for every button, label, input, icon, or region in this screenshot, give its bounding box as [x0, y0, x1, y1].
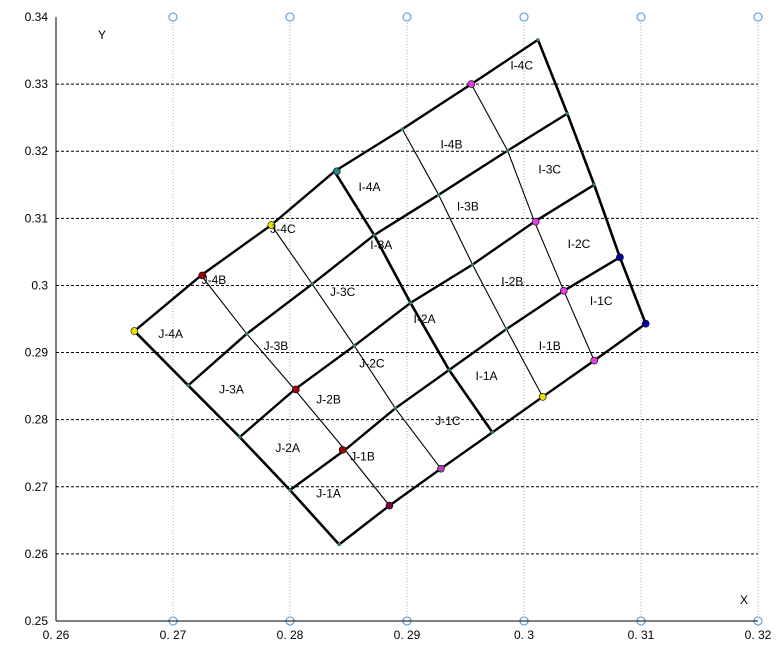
mesh-node: [393, 406, 397, 410]
mesh-column-line: [270, 224, 442, 470]
cell-label: I-4B: [440, 138, 462, 152]
cell-label: I-1A: [476, 369, 498, 383]
cell-label: J-2A: [275, 441, 300, 455]
data-marker: [267, 221, 276, 229]
x-tick-label: 0. 29: [394, 628, 421, 642]
mesh-node: [186, 383, 190, 387]
cell-label: I-2A: [414, 312, 436, 326]
mesh-node: [288, 488, 292, 492]
cell-label: J-4B: [202, 273, 227, 287]
cell-labels: I-4C I-4B I-3C I-4A I-3B J-4C I-3A I-2C J-4B J-3C…: [158, 58, 613, 500]
cell-label: J-4A: [158, 327, 183, 341]
cell-label: J-3C: [330, 285, 356, 299]
mesh-node: [565, 112, 569, 116]
mesh-node: [592, 183, 596, 187]
y-tick-label: 0.32: [25, 144, 49, 158]
plot-area-frame: [55, 17, 758, 622]
grid-top-marker: [168, 12, 178, 22]
mesh-node: [310, 282, 314, 286]
cell-label: I-2B: [501, 274, 523, 288]
cell-label: I-4C: [510, 58, 533, 72]
y-tick-label: 0.29: [25, 346, 49, 360]
data-marker: [338, 446, 347, 454]
mesh-node: [352, 344, 356, 348]
data-marker: [437, 464, 445, 473]
cell-label: J-3B: [264, 339, 289, 353]
mesh-major-column-line: [133, 330, 341, 546]
mesh-node: [471, 263, 475, 267]
cell-label: J-2C: [359, 356, 385, 370]
grid-top-marker: [753, 12, 763, 22]
x-tick-label: 0. 31: [628, 628, 655, 642]
data-marker: [590, 356, 599, 365]
data-marker: [467, 80, 476, 88]
y-tick-label: 0.3: [31, 278, 48, 292]
x-tick-label: 0. 26: [43, 628, 70, 642]
cell-label: J-3A: [219, 382, 244, 396]
mesh-node: [409, 301, 413, 305]
cell-label: J-2B: [316, 393, 341, 407]
cell-label: I-1C: [590, 294, 613, 308]
data-marker: [641, 319, 650, 328]
x-tick-label: 0. 27: [160, 628, 187, 642]
cell-label: J-1B: [350, 450, 375, 464]
cell-label: I-3C: [538, 162, 561, 176]
y-tick-label: 0.31: [25, 211, 49, 225]
mesh-node: [372, 233, 376, 237]
y-axis-label: Y: [98, 28, 106, 42]
cell-label: J-4C: [270, 222, 296, 236]
grid-top-marker: [636, 12, 646, 22]
data-marker: [198, 271, 207, 280]
grid-lines: [56, 12, 763, 626]
mesh-node: [437, 193, 441, 197]
mesh-node: [506, 149, 510, 153]
data-marker: [130, 327, 139, 335]
mesh-row-line: [338, 322, 647, 546]
mesh-node: [238, 435, 242, 439]
y-tick-label: 0.26: [25, 547, 49, 561]
data-marker: [616, 253, 624, 262]
mesh-node: [447, 368, 451, 372]
y-tick-label: 0.28: [25, 413, 49, 427]
mesh-node: [504, 327, 508, 331]
y-tick-label: 0.25: [25, 614, 49, 628]
x-tick-label: 0. 28: [277, 628, 304, 642]
mesh-node: [400, 127, 404, 131]
mesh-node: [490, 430, 494, 434]
cell-label: I-3A: [370, 238, 392, 252]
mesh-column-line: [401, 128, 544, 398]
cell-label: I-4A: [359, 180, 381, 194]
x-tick-label: 0. 32: [745, 628, 772, 642]
mesh-node: [536, 38, 540, 42]
mesh-node: [245, 332, 249, 336]
grid-top-marker: [519, 12, 529, 22]
y-tick-label: 0.27: [25, 480, 49, 494]
cell-label: I-1B: [539, 339, 561, 353]
data-marker: [559, 287, 568, 295]
tick-labels: 0.25 0.26 0.27 0.28 0.29 0.3 0.31 0.32 0.33 0.34 0…: [25, 10, 772, 642]
mesh-major-column-line: [536, 39, 647, 325]
x-tick-label: 0. 3: [514, 628, 534, 642]
data-marker: [538, 393, 547, 401]
y-tick-label: 0.33: [25, 77, 49, 91]
data-marker: [292, 385, 300, 394]
data-marker: [385, 501, 394, 510]
mesh-grid: [133, 38, 647, 546]
grid-top-marker: [402, 12, 412, 22]
mesh-node: [337, 542, 341, 546]
grid-top-marker: [285, 12, 295, 22]
cell-label: I-2C: [568, 237, 591, 251]
y-tick-label: 0.34: [25, 10, 49, 24]
data-marker: [531, 217, 540, 226]
cell-label: I-3B: [457, 199, 479, 213]
x-axis-label: X: [740, 593, 748, 607]
data-markers: [130, 38, 650, 546]
data-marker: [332, 167, 341, 176]
cell-label: J-1C: [435, 414, 461, 428]
cell-label: J-1A: [316, 486, 341, 500]
